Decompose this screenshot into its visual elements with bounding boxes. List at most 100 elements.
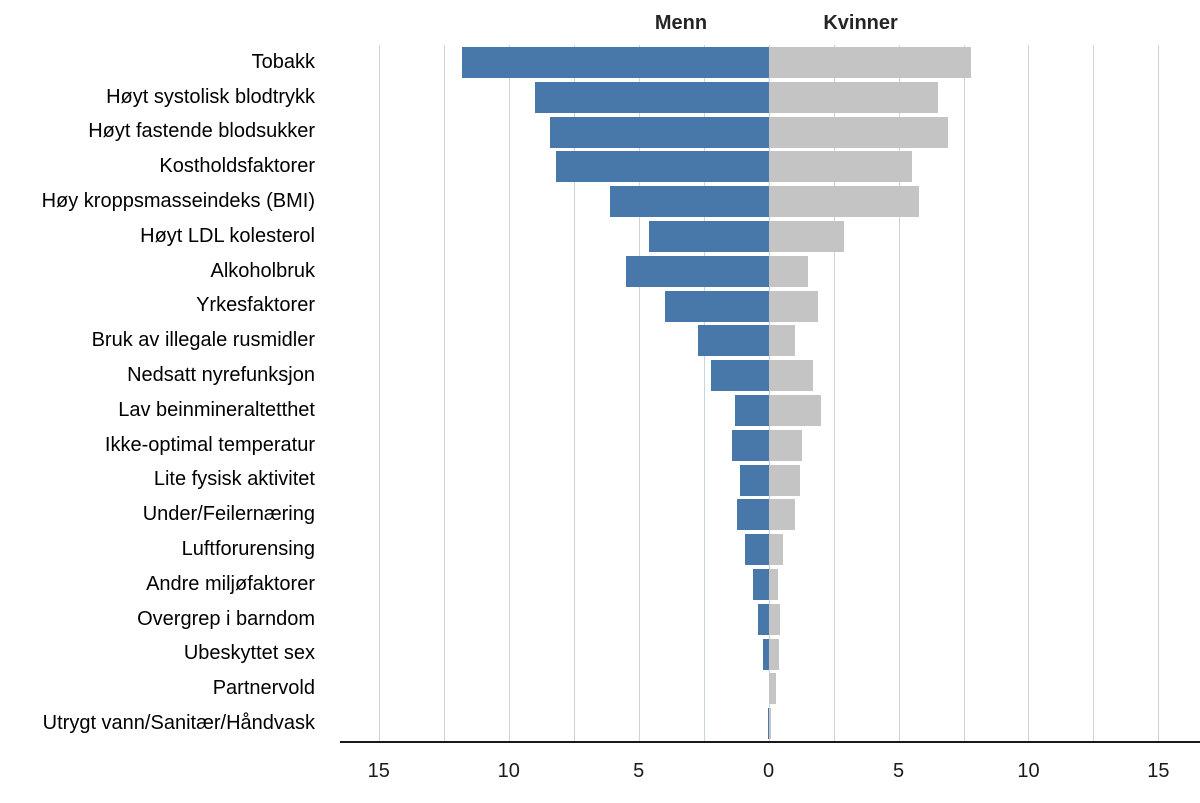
x-tick-label: 0	[763, 760, 775, 782]
category-label: Under/Feilernæring	[142, 503, 315, 526]
series-label-kvinner: Kvinner	[823, 12, 898, 34]
category-label: Partnervold	[212, 677, 315, 700]
x-tick-label: 15	[1147, 760, 1170, 782]
category-label: Yrkesfaktorer	[196, 294, 315, 317]
chart-row	[345, 115, 1200, 150]
chart-row	[345, 463, 1200, 498]
category-label: Alkoholbruk	[210, 259, 315, 282]
chart-row	[345, 184, 1200, 219]
bar-kvinner	[768, 360, 813, 392]
bar-menn	[461, 47, 769, 78]
bar-menn	[753, 569, 769, 600]
gridline	[1158, 45, 1160, 741]
chart-row	[345, 289, 1200, 324]
bar-kvinner	[768, 708, 771, 740]
bar-kvinner	[768, 325, 795, 357]
category-label: Kostholdsfaktorer	[159, 155, 315, 178]
bar-kvinner	[768, 186, 920, 218]
chart-row	[345, 149, 1200, 184]
bar-menn	[550, 116, 769, 148]
category-label: Ikke-optimal temperatur	[104, 433, 315, 456]
gridline	[768, 45, 770, 741]
bar-menn	[711, 360, 769, 392]
chart-row	[345, 45, 1200, 80]
gridline	[963, 45, 965, 741]
bar-kvinner	[768, 638, 779, 670]
category-label: Høy kroppsmasseindeks (BMI)	[41, 190, 315, 213]
chart-row	[345, 428, 1200, 463]
category-label: Lite fysisk aktivitet	[153, 468, 315, 491]
bar-menn	[758, 603, 769, 635]
bar-kvinner	[768, 290, 818, 322]
bar-kvinner	[768, 221, 844, 252]
x-tick-label: 10	[497, 760, 520, 782]
chart-row	[345, 219, 1200, 254]
chart-row	[345, 637, 1200, 672]
bar-kvinner	[768, 151, 912, 183]
x-axis-ticks: 15 10 5 0 5 10 15	[345, 760, 1200, 792]
bar-kvinner	[768, 429, 803, 461]
bar-menn	[732, 429, 769, 461]
bar-kvinner	[768, 534, 783, 566]
gridline	[833, 45, 835, 741]
category-label: Tobakk	[251, 50, 315, 73]
category-label: Nedsatt nyrefunksjon	[127, 364, 315, 387]
bar-kvinner	[768, 81, 938, 113]
bar-menn	[740, 464, 769, 496]
bar-menn	[649, 221, 769, 252]
bar-menn	[625, 255, 769, 287]
category-label: Høyt LDL kolesterol	[140, 224, 315, 247]
bar-kvinner	[768, 569, 778, 600]
category-label: Ubeskyttet sex	[183, 642, 315, 665]
chart-row	[345, 254, 1200, 289]
chart-row	[345, 532, 1200, 567]
chart-row	[345, 80, 1200, 115]
chart-row	[345, 358, 1200, 393]
bar-menn	[734, 395, 769, 426]
category-label: Overgrep i barndom	[137, 607, 315, 630]
bar-menn	[555, 151, 769, 183]
series-titles: Menn Kvinner	[345, 0, 1200, 45]
category-label: Høyt systolisk blodtrykk	[106, 85, 315, 108]
bar-kvinner	[768, 673, 776, 705]
category-label: Høyt fastende blodsukker	[88, 120, 315, 143]
series-label-menn: Menn	[654, 12, 708, 34]
gridline	[508, 45, 510, 741]
bar-menn	[745, 534, 769, 566]
gridline	[1028, 45, 1030, 741]
chart-row	[345, 323, 1200, 358]
bar-menn	[664, 290, 769, 322]
category-label: Luftforurensing	[181, 538, 315, 561]
bar-kvinner	[768, 603, 781, 635]
chart-row	[345, 706, 1200, 741]
bar-menn	[610, 186, 769, 218]
bar-kvinner	[768, 395, 821, 426]
bar-kvinner	[768, 499, 795, 531]
chart-row	[345, 497, 1200, 532]
x-tick-label: 5	[892, 760, 905, 782]
bar-menn	[762, 638, 769, 670]
category-label: Lav beinmineraltetthet	[118, 398, 315, 421]
bar-menn	[767, 708, 769, 740]
gridline	[703, 45, 705, 741]
plot-area	[345, 45, 1200, 741]
gridline	[443, 45, 445, 741]
category-labels: Tobakk Høyt systolisk blodtrykk Høyt faste…	[0, 45, 345, 741]
chart-row	[345, 393, 1200, 428]
bar-menn	[534, 81, 769, 113]
chart-row	[345, 602, 1200, 637]
category-label: Bruk av illegale rusmidler	[91, 329, 315, 352]
category-label: Utrygt vann/Sanitær/Håndvask	[42, 712, 315, 735]
bar-menn	[737, 499, 769, 531]
gridline	[898, 45, 900, 741]
chart-row	[345, 567, 1200, 602]
bar-kvinner	[768, 255, 808, 287]
x-tick-label: 10	[1017, 760, 1040, 782]
bar-menn	[698, 325, 769, 357]
category-label: Andre miljøfaktorer	[146, 572, 315, 595]
x-tick-label: 15	[367, 760, 390, 782]
x-tick-label: 5	[633, 760, 645, 782]
x-axis-line	[340, 741, 1200, 743]
bar-kvinner	[768, 116, 948, 148]
